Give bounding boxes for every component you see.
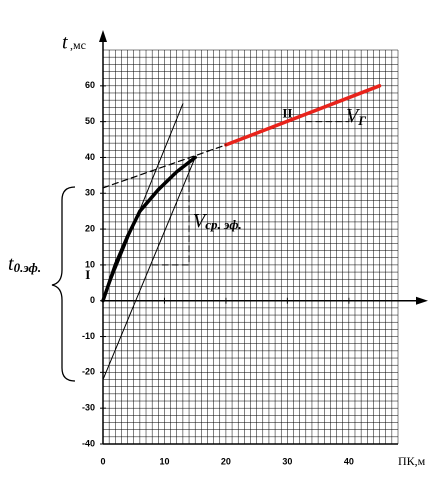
- v-mean-main: V: [193, 210, 208, 232]
- construction-line: [102, 156, 196, 381]
- construction-line: [102, 144, 227, 189]
- curve: [224, 84, 382, 147]
- x-axis-arrow: [416, 296, 428, 305]
- x-axis-label: ПК,м: [398, 454, 426, 468]
- v-mean-label: Vср. эф.: [193, 210, 242, 232]
- v-g-main: V: [346, 105, 361, 127]
- curve-label: I: [85, 267, 90, 282]
- y-tick-label: -20: [82, 367, 95, 377]
- x-tick-label: 20: [221, 456, 231, 466]
- construction-line: [151, 156, 190, 266]
- curve-label: II: [282, 105, 292, 120]
- t0-label: t0.эф.: [8, 253, 41, 275]
- construction-line: [305, 106, 350, 123]
- v-mean-sub: ср. эф.: [205, 217, 242, 232]
- x-tick-label: 40: [344, 456, 354, 466]
- plot: [101, 84, 382, 381]
- v-g-sub: Г: [357, 113, 366, 128]
- y-axis-unit: ,мс: [70, 38, 86, 52]
- y-tick-label: -10: [82, 331, 95, 341]
- y-tick-label: -40: [82, 438, 95, 448]
- y-tick-label: 10: [85, 259, 95, 269]
- y-tick-label: 30: [85, 188, 95, 198]
- t0-main: t: [8, 253, 14, 275]
- x-tick-label: 30: [282, 456, 292, 466]
- y-tick-label: 40: [85, 152, 95, 162]
- curve: [101, 155, 197, 303]
- y-tick-label: 60: [85, 80, 95, 90]
- y-tick-label: 50: [85, 116, 95, 126]
- x-tick-label: 10: [159, 456, 169, 466]
- y-axis-label: t: [62, 32, 68, 54]
- y-tick-label: 0: [90, 295, 95, 305]
- t0-sub: 0.эф.: [14, 260, 42, 275]
- x-tick-label: 0: [100, 456, 105, 466]
- y-axis-arrow: [99, 30, 107, 42]
- v-g-label: VГ: [346, 105, 366, 128]
- brace: [51, 186, 76, 382]
- y-tick-label: 20: [85, 223, 95, 233]
- grid: [99, 30, 428, 445]
- construction-line: [102, 103, 184, 302]
- y-tick-label: -30: [82, 403, 95, 413]
